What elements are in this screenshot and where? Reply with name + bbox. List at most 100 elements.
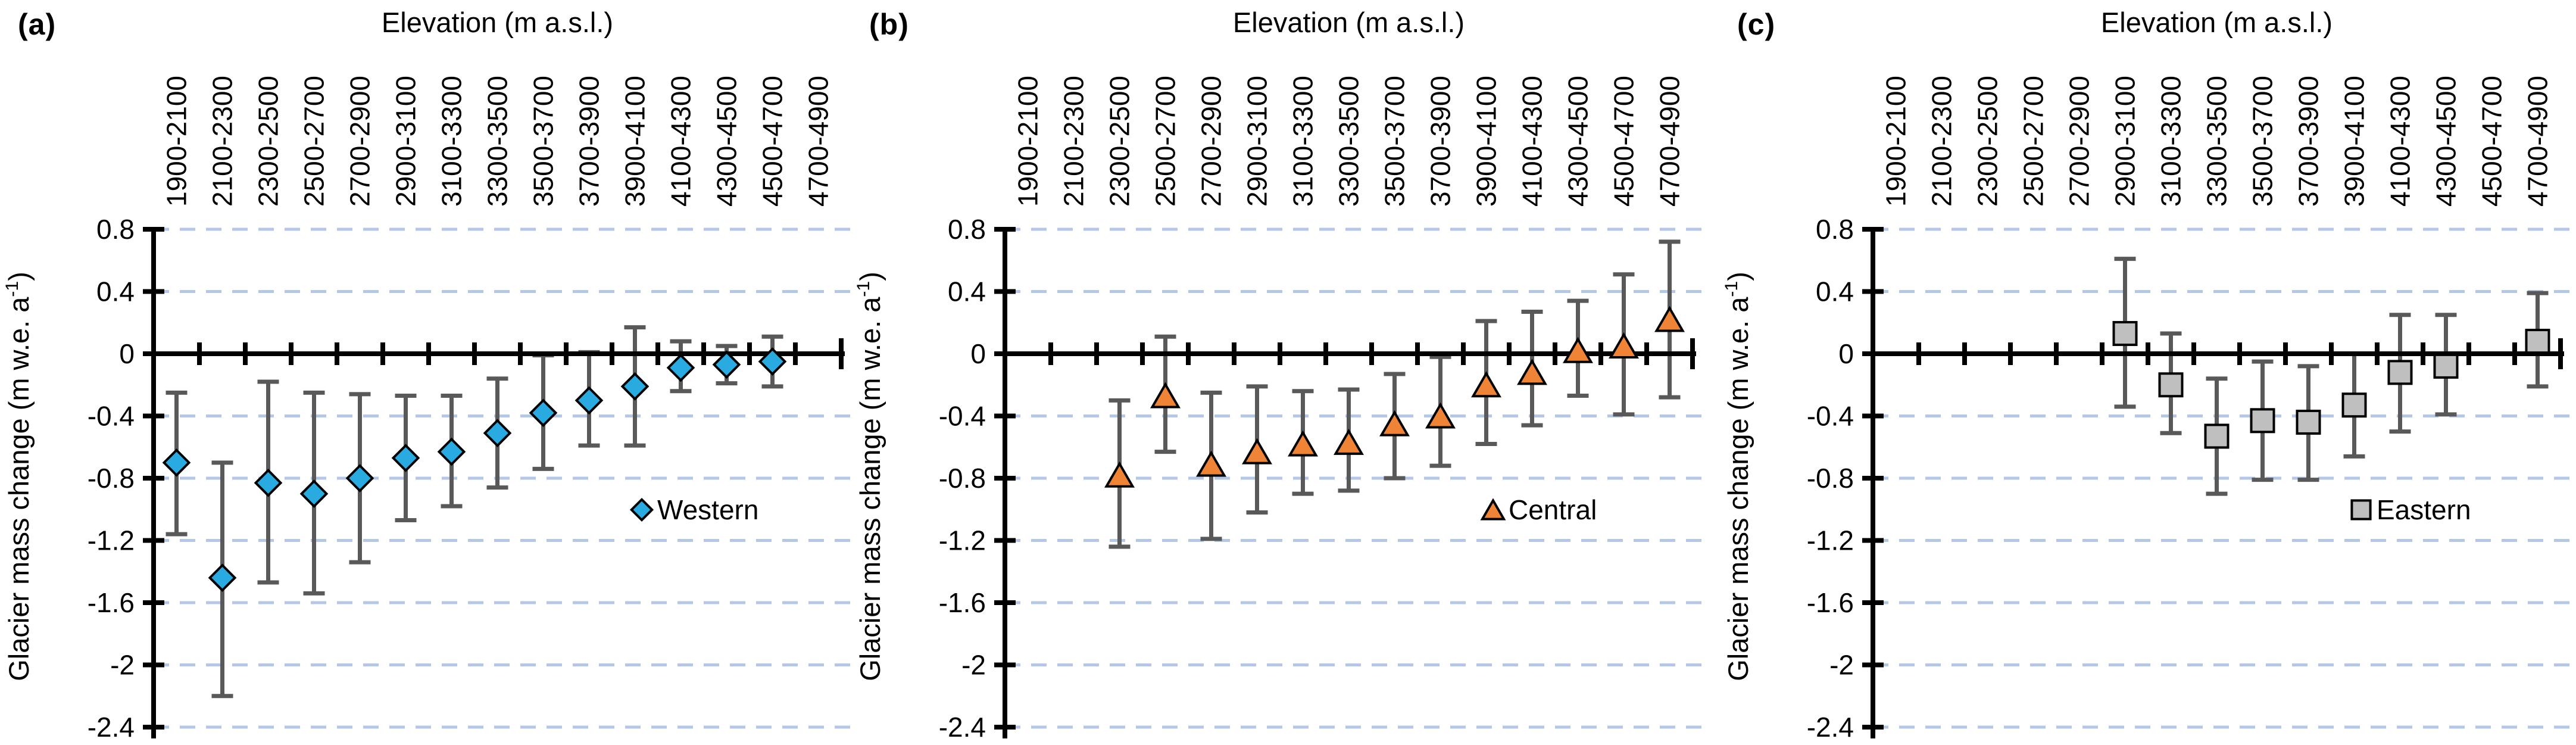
y-tick-label: -0.8 bbox=[88, 463, 135, 494]
axes bbox=[1862, 227, 2564, 738]
x-category-label: 4700-4900 bbox=[1654, 76, 1685, 207]
legend-marker bbox=[1480, 498, 1506, 520]
x-category-label: 2300-2500 bbox=[1104, 76, 1135, 207]
panel-label-a: (a) bbox=[18, 8, 57, 41]
marker-eastern-3300-3500 bbox=[2204, 423, 2230, 449]
marker-western-4100-4300 bbox=[666, 353, 695, 382]
x-category-label: 1900-2100 bbox=[161, 76, 192, 207]
marker-western-3300-3500 bbox=[483, 419, 512, 448]
x-category-label: 3700-3900 bbox=[1425, 76, 1456, 207]
marker-central-4700-4900 bbox=[1654, 306, 1685, 332]
y-tick-label: -2.4 bbox=[88, 712, 135, 743]
marker-western-2900-3100 bbox=[391, 444, 420, 472]
y-tick-label: -0.8 bbox=[939, 463, 986, 494]
x-category-label: 2500-2700 bbox=[2018, 76, 2049, 207]
legend: Western bbox=[629, 494, 758, 525]
x-category-label: 4700-4900 bbox=[803, 76, 834, 207]
x-category-label: 4100-4300 bbox=[2385, 76, 2416, 207]
panel-title-a: Elevation (m a.s.l.) bbox=[381, 7, 614, 38]
panel-central: (b) Elevation (m a.s.l.) 0.8 0.4 0 -0.4 -0.8… bbox=[851, 0, 1709, 745]
marker-eastern-4100-4300 bbox=[2387, 360, 2413, 385]
marker-central-3300-3500 bbox=[1334, 428, 1364, 455]
x-category-label: 2100-2300 bbox=[1058, 76, 1089, 207]
y-tick-label: -2 bbox=[1829, 650, 1854, 681]
y-tick-label: 0 bbox=[1838, 338, 1854, 369]
x-category-label: 4700-4900 bbox=[2522, 76, 2553, 207]
x-category-labels: 1900-2100 2100-2300 2300-2500 2500-2700 2700… bbox=[161, 76, 834, 207]
x-category-label: 3700-3900 bbox=[2293, 76, 2324, 207]
x-category-label: 1900-2100 bbox=[1013, 76, 1044, 207]
y-tick-label: -1.2 bbox=[1807, 525, 1854, 556]
y-tick-label: -1.6 bbox=[88, 587, 135, 618]
marker-western-3900-4100 bbox=[620, 372, 650, 401]
marker-central-2900-3100 bbox=[1242, 438, 1272, 465]
legend-marker bbox=[2350, 499, 2372, 520]
x-category-label: 3500-3700 bbox=[2247, 76, 2278, 207]
marker-western-2100-2300 bbox=[208, 563, 237, 593]
x-category-label: 3900-4100 bbox=[1471, 76, 1502, 207]
marker-eastern-4700-4900 bbox=[2525, 329, 2550, 354]
y-tick-label: -0.8 bbox=[1807, 463, 1854, 494]
marker-central-2300-2500 bbox=[1104, 461, 1135, 488]
marker-central-3500-3700 bbox=[1379, 410, 1410, 437]
y-tick-label: 0.4 bbox=[1816, 276, 1854, 307]
y-tick-labels: 0.8 0.4 0 -0.4 -0.8 -1.2 -1.6 -2 -2.4 bbox=[88, 214, 135, 743]
x-category-label: 2300-2500 bbox=[253, 76, 284, 207]
x-category-label: 3700-3900 bbox=[574, 76, 605, 207]
y-tick-label: -0.4 bbox=[939, 401, 986, 432]
marker-central-2700-2900 bbox=[1196, 450, 1226, 477]
marker-western-1900-2100 bbox=[162, 448, 191, 477]
x-category-label: 4500-4700 bbox=[1609, 76, 1640, 207]
x-category-label: 3300-3500 bbox=[1334, 76, 1365, 207]
y-tick-label: 0.8 bbox=[948, 214, 986, 245]
y-tick-label: 0.4 bbox=[948, 276, 986, 307]
legend-label: Western bbox=[657, 494, 758, 525]
x-category-label: 3500-3700 bbox=[528, 76, 559, 207]
x-category-label: 2700-2900 bbox=[1196, 76, 1227, 207]
y-axis-title: Glacier mass change (m w.e. a-1) bbox=[854, 272, 886, 681]
y-tick-labels: 0.8 0.4 0 -0.4 -0.8 -1.2 -1.6 -2 -2.4 bbox=[939, 214, 986, 743]
x-category-label: 4300-4500 bbox=[1563, 76, 1594, 207]
x-category-label: 2700-2900 bbox=[345, 76, 376, 207]
axes bbox=[143, 227, 845, 738]
y-tick-label: 0.8 bbox=[96, 214, 135, 245]
y-tick-label: -1.2 bbox=[939, 525, 986, 556]
x-category-label: 3900-4100 bbox=[2339, 76, 2370, 207]
y-tick-label: -2 bbox=[961, 650, 986, 681]
marker-eastern-3100-3300 bbox=[2158, 372, 2184, 398]
x-category-label: 3900-4100 bbox=[620, 76, 651, 207]
y-tick-label: -2.4 bbox=[939, 712, 986, 743]
y-tick-labels: 0.8 0.4 0 -0.4 -0.8 -1.2 -1.6 -2 -2.4 bbox=[1807, 214, 1854, 743]
y-tick-label: -1.6 bbox=[1807, 587, 1854, 618]
marker-central-3700-3900 bbox=[1425, 402, 1456, 429]
legend-label: Eastern bbox=[2377, 494, 2471, 525]
x-category-label: 2100-2300 bbox=[1926, 76, 1957, 207]
x-category-label: 1900-2100 bbox=[1881, 76, 1912, 207]
data-markers bbox=[1104, 306, 1685, 488]
data-markers bbox=[162, 347, 787, 593]
marker-western-4300-4500 bbox=[712, 350, 741, 379]
x-category-label: 3100-3300 bbox=[2156, 76, 2187, 207]
data-markers bbox=[2112, 321, 2550, 449]
legend-label: Central bbox=[1509, 494, 1597, 525]
legend-marker bbox=[629, 497, 654, 522]
marker-central-2500-2700 bbox=[1150, 382, 1181, 409]
x-category-label: 2500-2700 bbox=[299, 76, 330, 207]
panel-western: (a) Elevation (m a.s.l.) 0.8 0.4 0 -0.4 -0.8… bbox=[0, 0, 857, 745]
y-tick-label: 0.4 bbox=[96, 276, 135, 307]
marker-eastern-3500-3700 bbox=[2250, 408, 2275, 434]
y-tick-label: -2 bbox=[110, 650, 135, 681]
x-category-labels: 1900-2100 2100-2300 2300-2500 2500-2700 2700… bbox=[1881, 76, 2553, 207]
marker-western-3100-3300 bbox=[437, 437, 466, 466]
marker-eastern-4300-4500 bbox=[2433, 353, 2459, 379]
x-category-label: 2500-2700 bbox=[1150, 76, 1181, 207]
y-axis-title: Glacier mass change (m w.e. a-1) bbox=[1722, 272, 1754, 681]
x-category-label: 4300-4500 bbox=[711, 76, 742, 207]
marker-western-3500-3700 bbox=[529, 398, 558, 428]
marker-central-3900-4100 bbox=[1471, 371, 1501, 398]
x-category-label: 2700-2900 bbox=[2064, 76, 2095, 207]
x-category-labels: 1900-2100 2100-2300 2300-2500 2500-2700 2700… bbox=[1013, 76, 1685, 207]
x-category-label: 2300-2500 bbox=[1972, 76, 2003, 207]
x-category-label: 4500-4700 bbox=[2477, 76, 2508, 207]
y-tick-label: -0.4 bbox=[88, 401, 135, 432]
